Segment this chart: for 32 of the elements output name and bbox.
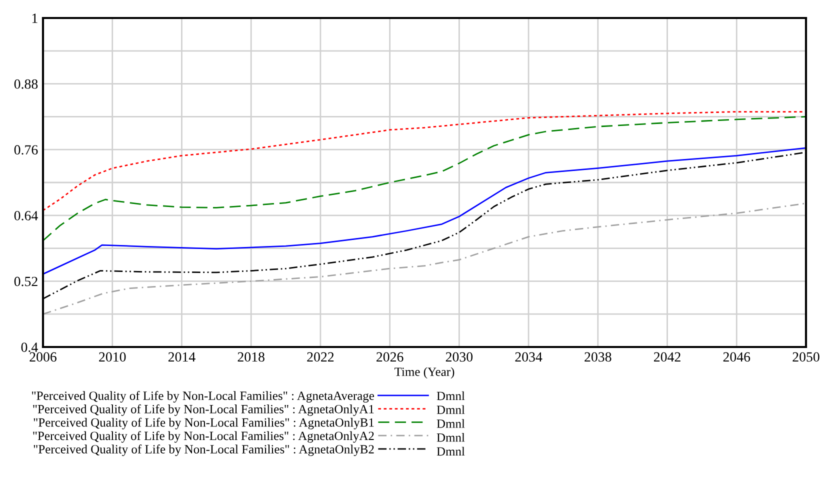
line-series [43, 147, 806, 275]
text: Dmnl [436, 446, 465, 456]
text: Dmnl [436, 391, 465, 400]
legend-label: "Perceived Quality of Life by Non-Local Families" : AgnetaOnlyA2 [33, 431, 374, 443]
text: Dmnl [436, 405, 465, 414]
legend-label: "Perceived Quality of Life by Non-Local Families" : AgnetaOnlyB1 [34, 418, 374, 430]
y-tick-label: 0.4 [21, 342, 38, 352]
text: Dmnl [436, 433, 465, 442]
text: Dmnl [436, 419, 465, 428]
legend-label: "Perceived Quality of Life by Non-Local Families" : AgnetaOnlyB2 [34, 444, 374, 456]
x-tick-label: 2050 [792, 352, 820, 362]
line-series [43, 116, 806, 242]
x-tick-label: 2022 [307, 352, 334, 362]
x-tick-label: 2030 [446, 352, 473, 362]
x-tick-label: 2010 [99, 352, 126, 362]
x-tick-label: 2038 [584, 352, 612, 362]
y-tick-label: 0.76 [14, 145, 38, 155]
x-tick-label: 2026 [376, 352, 404, 362]
x-tick-label: 2006 [30, 352, 56, 362]
x-tick-label: 2014 [168, 352, 196, 362]
x-tick-label: 2018 [238, 352, 264, 362]
y-tick-label: 0.64 [14, 210, 38, 220]
x-tick-label: 2042 [654, 352, 680, 362]
legend-label: "Perceived Quality of Life by Non-Local Families" : AgnetaOnlyA1 [33, 404, 374, 416]
x-tick-label: 2034 [515, 352, 542, 362]
x-axis-title: Time (Year) [394, 367, 454, 379]
y-tick-label: 1 [32, 14, 38, 23]
y-tick-label: 0.52 [14, 276, 38, 286]
legend-label: "Perceived Quality of Life by Non-Local Families" : AgnetaAverage [32, 391, 374, 403]
line-series [43, 202, 806, 315]
x-tick-label: 2046 [723, 352, 750, 362]
y-tick-label: 0.88 [14, 79, 38, 89]
